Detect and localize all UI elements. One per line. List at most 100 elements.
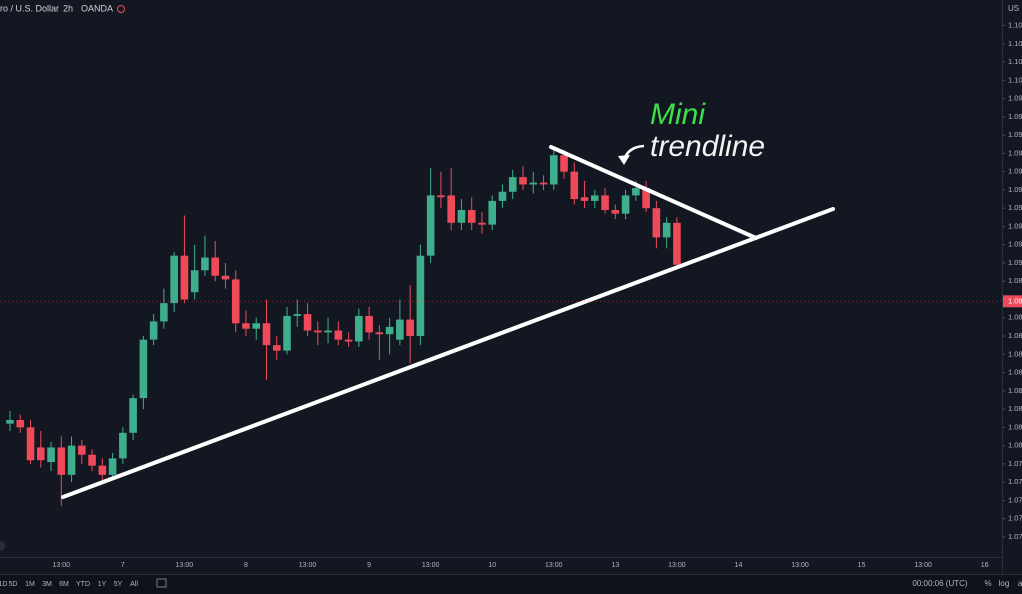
candle-body <box>457 210 466 223</box>
candle-body <box>601 195 609 211</box>
candle-body <box>560 155 568 172</box>
candle-body <box>652 208 661 238</box>
candle-body <box>591 195 599 201</box>
y-tick-label: 1.08 <box>1008 313 1022 322</box>
x-tick-label: 10 <box>488 562 496 569</box>
x-tick-label: 9 <box>367 562 371 569</box>
range-button[interactable]: 1M <box>25 581 35 588</box>
x-tick-label: 13:00 <box>914 562 932 569</box>
y-tick-label: 1.08 <box>1008 276 1022 285</box>
candle-body <box>272 345 281 351</box>
interval: 2h <box>63 3 73 13</box>
candle-body <box>283 315 291 351</box>
candle-body <box>88 454 96 466</box>
y-tick-label: 1.08 <box>1008 441 1022 450</box>
candle-body <box>396 319 404 340</box>
candle-body <box>478 222 486 225</box>
x-tick-label: 7 <box>121 562 125 569</box>
x-tick-label: 13:00 <box>791 562 809 569</box>
trendline <box>61 207 835 499</box>
y-tick-label: 1.10 <box>1008 21 1022 30</box>
x-tick-label: 8 <box>244 562 248 569</box>
y-tick-label: 1.10 <box>1008 75 1022 84</box>
y-tick-label: 1.07 <box>1008 532 1022 541</box>
currency-label: US <box>1008 4 1019 13</box>
candle-body <box>262 323 271 346</box>
range-button[interactable]: 3M <box>42 581 52 588</box>
y-tick-label: 1.09 <box>1008 185 1022 194</box>
range-button[interactable]: 5D <box>9 581 18 588</box>
candle-body <box>539 182 548 185</box>
candle-body <box>160 303 168 322</box>
compare-icon[interactable] <box>156 578 167 588</box>
x-tick-label: 13:00 <box>53 562 71 569</box>
annotation: trendline <box>650 130 765 163</box>
candle-body <box>498 191 507 201</box>
x-tick-label: 15 <box>858 562 866 569</box>
candle-body <box>447 195 455 223</box>
y-tick-label: 1.08 <box>1008 331 1022 340</box>
candle-body <box>365 315 373 333</box>
y-tick-label: 1.09 <box>1008 240 1022 249</box>
range-button[interactable]: 6M <box>59 581 69 588</box>
range-button[interactable]: YTD <box>76 581 90 588</box>
candle-body <box>508 177 517 192</box>
auto-toggle[interactable]: a <box>1018 579 1022 588</box>
candle-body <box>549 155 558 185</box>
y-tick-label: 1.09 <box>1008 130 1022 139</box>
y-tick-label: 1.07 <box>1008 495 1022 504</box>
range-button[interactable]: 5Y <box>114 581 123 588</box>
x-tick-label: 13:00 <box>668 562 686 569</box>
candle-body <box>529 182 538 185</box>
candle-body <box>149 321 158 340</box>
y-tick-label: 1.08 <box>1008 368 1022 377</box>
candle-body <box>108 458 117 475</box>
candle-body <box>632 188 640 196</box>
range-button[interactable]: All <box>130 581 138 588</box>
candle-body <box>119 432 127 459</box>
x-tick-label: 13:00 <box>299 562 317 569</box>
candle-body <box>385 326 394 335</box>
candle-body <box>314 330 322 333</box>
range-button[interactable]: 1Y <box>98 581 107 588</box>
candle-body <box>416 255 425 337</box>
candle-body <box>221 275 230 280</box>
candle-body <box>293 314 302 316</box>
candle-body <box>242 323 250 329</box>
candle-body <box>611 210 620 214</box>
range-button[interactable]: 1D <box>0 581 7 588</box>
clock: 00:00:06 (UTC) <box>912 579 967 588</box>
y-tick-label: 1.07 <box>1008 459 1022 468</box>
candle-body <box>252 323 261 329</box>
candles <box>6 149 681 506</box>
candle-body <box>201 257 209 271</box>
y-tick-label: 1.07 <box>1008 514 1022 523</box>
annotation: Mini <box>650 98 706 131</box>
x-tick-label: 16 <box>981 562 989 569</box>
candle-body <box>78 445 86 455</box>
y-tick-label: 1.08 <box>1008 422 1022 431</box>
candle-body <box>129 398 137 433</box>
candle-body <box>303 314 312 331</box>
y-tick-label: 1.09 <box>1008 148 1022 157</box>
log-toggle[interactable]: log <box>999 579 1010 588</box>
bottom-toolbar <box>0 574 1022 594</box>
candle-body <box>98 465 107 475</box>
candle-body <box>6 420 14 424</box>
percent-toggle[interactable]: % <box>984 579 991 588</box>
candle-body <box>170 255 178 304</box>
y-tick-label: 1.09 <box>1008 221 1022 230</box>
scroll-button[interactable] <box>0 541 5 551</box>
y-tick-label: 1.10 <box>1008 39 1022 48</box>
y-tick-label: 1.09 <box>1008 94 1022 103</box>
candle-body <box>139 339 148 399</box>
x-tick-label: 13:00 <box>176 562 194 569</box>
candle-body <box>211 257 219 276</box>
x-tick-label: 14 <box>735 562 743 569</box>
candle-body <box>334 330 343 340</box>
candle-body <box>344 339 353 342</box>
candle-body <box>190 270 199 293</box>
candle-body <box>47 447 55 463</box>
status-icon <box>117 5 125 13</box>
